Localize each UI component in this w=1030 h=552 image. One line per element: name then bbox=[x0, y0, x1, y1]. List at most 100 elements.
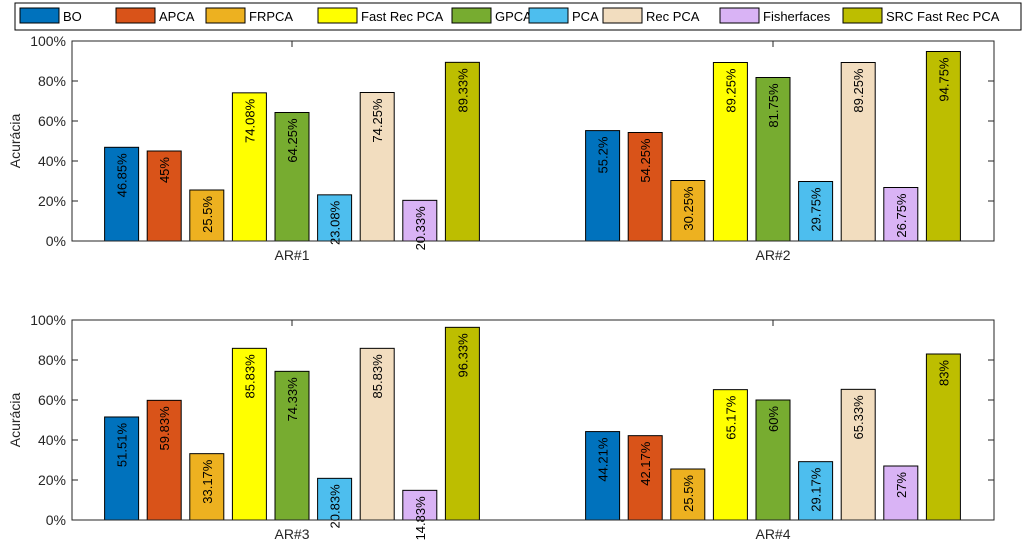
x-tick-label: AR#4 bbox=[755, 526, 790, 542]
bar-value-label: 89.25% bbox=[851, 68, 866, 113]
y-axis-label: Acurácia bbox=[7, 393, 23, 448]
legend-entry-label: BO bbox=[63, 9, 82, 24]
bar-value-label: 74.33% bbox=[285, 377, 300, 422]
legend-swatch bbox=[317, 7, 358, 24]
bar-value-label: 89.33% bbox=[455, 68, 470, 113]
legend-swatch bbox=[451, 7, 492, 24]
bar bbox=[627, 435, 663, 521]
legend-entry-label: PCA bbox=[572, 9, 599, 24]
bar-value-label: 55.2% bbox=[596, 136, 611, 173]
bar bbox=[274, 370, 310, 521]
bar bbox=[755, 399, 791, 521]
bar bbox=[798, 461, 834, 521]
y-tick-label: 0% bbox=[46, 512, 66, 528]
bar-value-label: 42.17% bbox=[638, 441, 653, 486]
plot-frame bbox=[71, 319, 995, 521]
bar-value-label: 25.5% bbox=[681, 475, 696, 512]
bar-value-label: 74.08% bbox=[242, 98, 257, 143]
bar-value-label: 23.08% bbox=[328, 200, 343, 245]
bar-value-label: 59.83% bbox=[157, 406, 172, 451]
legend-entry-label: Rec PCA bbox=[646, 9, 700, 24]
bar-value-label: 64.25% bbox=[285, 118, 300, 163]
bar-value-label: 96.33% bbox=[455, 333, 470, 378]
legend-entry-label: APCA bbox=[159, 9, 195, 24]
bar-value-label: 29.17% bbox=[809, 467, 824, 512]
y-tick-label: 20% bbox=[38, 193, 66, 209]
y-tick-label: 60% bbox=[38, 392, 66, 408]
bar-value-label: 74.25% bbox=[370, 98, 385, 143]
bar bbox=[798, 181, 834, 242]
bar-value-label: 25.5% bbox=[200, 196, 215, 233]
bar-value-label: 81.75% bbox=[766, 83, 781, 128]
bar-value-label: 14.83% bbox=[413, 496, 428, 541]
legend: BO APCA FRPCA Fast Rec PCA GPCA PCA Rec PCA Fis… bbox=[14, 2, 1022, 31]
bar-value-label: 27% bbox=[894, 472, 909, 498]
bar bbox=[670, 180, 706, 242]
bar-value-label: 44.21% bbox=[596, 437, 611, 482]
x-tick-label: AR#2 bbox=[755, 247, 790, 263]
bar bbox=[146, 150, 182, 242]
legend-entry-label: GPCA bbox=[495, 9, 532, 24]
plot-frame bbox=[71, 40, 995, 242]
chart-panel-2: 0% 20% 40% 60% 80% 100% Acurácia AR#3 AR#4 51.51%… bbox=[7, 312, 995, 542]
legend-entry-label: Fast Rec PCA bbox=[361, 9, 444, 24]
x-tick-label: AR#1 bbox=[274, 247, 309, 263]
bar bbox=[712, 389, 748, 521]
bar bbox=[755, 77, 791, 242]
bar bbox=[712, 62, 748, 242]
bar-value-label: 65.17% bbox=[723, 395, 738, 440]
bar-value-label: 30.25% bbox=[681, 186, 696, 231]
bar-value-label: 20.83% bbox=[328, 484, 343, 529]
legend-swatch bbox=[205, 7, 246, 24]
bar-value-label: 46.85% bbox=[115, 153, 130, 198]
y-tick-label: 80% bbox=[38, 73, 66, 89]
bar-value-label: 89.25% bbox=[723, 68, 738, 113]
chart-panel-1: 0% 20% 40% 60% 80% 100% Acurácia AR#1 AR#2 46.85%… bbox=[7, 33, 995, 263]
legend-swatch bbox=[842, 7, 883, 24]
bar-value-label: 20.33% bbox=[413, 206, 428, 251]
bar bbox=[189, 453, 225, 521]
bar bbox=[274, 112, 310, 242]
legend-entry-label: SRC Fast Rec PCA bbox=[886, 9, 1000, 24]
plot-area bbox=[72, 320, 994, 520]
bar-value-label: 65.33% bbox=[851, 395, 866, 440]
y-tick-label: 100% bbox=[30, 33, 66, 49]
bar-value-label: 29.75% bbox=[809, 187, 824, 232]
y-axis-label: Acurácia bbox=[7, 114, 23, 169]
legend-swatch bbox=[528, 7, 569, 24]
bar bbox=[402, 199, 438, 242]
bar-value-label: 45% bbox=[157, 157, 172, 183]
bar bbox=[840, 62, 876, 242]
bar-value-label: 54.25% bbox=[638, 138, 653, 183]
bar-value-label: 85.83% bbox=[242, 354, 257, 399]
legend-swatch bbox=[719, 7, 760, 24]
bar bbox=[231, 92, 267, 242]
y-tick-label: 40% bbox=[38, 432, 66, 448]
y-tick-label: 80% bbox=[38, 352, 66, 368]
bar bbox=[925, 51, 961, 242]
bar-value-label: 85.83% bbox=[370, 354, 385, 399]
legend-swatch bbox=[19, 7, 60, 24]
bar bbox=[585, 431, 621, 521]
y-tick-label: 100% bbox=[30, 312, 66, 328]
bar bbox=[104, 416, 140, 521]
bar bbox=[883, 187, 919, 242]
legend-swatch bbox=[115, 7, 156, 24]
legend-entry-label: Fisherfaces bbox=[763, 9, 831, 24]
bar bbox=[627, 132, 663, 242]
x-tick-label: AR#3 bbox=[274, 526, 309, 542]
bar bbox=[585, 130, 621, 242]
bar-value-label: 26.75% bbox=[894, 193, 909, 238]
y-tick-label: 60% bbox=[38, 113, 66, 129]
bar bbox=[104, 146, 140, 242]
bar bbox=[444, 61, 480, 242]
bar bbox=[359, 92, 395, 242]
bar-value-label: 51.51% bbox=[115, 423, 130, 468]
bar-value-label: 60% bbox=[766, 406, 781, 432]
y-tick-label: 20% bbox=[38, 472, 66, 488]
bar bbox=[317, 194, 353, 242]
y-tick-label: 40% bbox=[38, 153, 66, 169]
bar bbox=[146, 399, 182, 521]
bar-value-label: 94.75% bbox=[936, 57, 951, 102]
